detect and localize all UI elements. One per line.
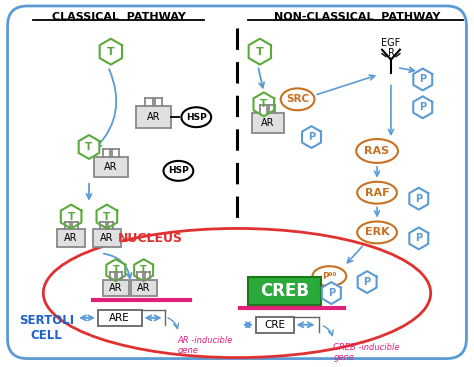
FancyBboxPatch shape <box>94 157 128 177</box>
Text: AR -inducible
gene: AR -inducible gene <box>177 336 233 355</box>
Text: SERTOLI
CELL: SERTOLI CELL <box>19 314 74 342</box>
Ellipse shape <box>357 222 397 243</box>
Text: AR: AR <box>137 283 150 293</box>
Text: NON-CLASSICAL  PATHWAY: NON-CLASSICAL PATHWAY <box>274 12 440 22</box>
FancyBboxPatch shape <box>256 317 293 333</box>
Polygon shape <box>79 135 100 159</box>
Text: CRE: CRE <box>264 320 285 330</box>
Text: HSP: HSP <box>186 113 207 122</box>
FancyBboxPatch shape <box>98 310 142 326</box>
Text: P: P <box>328 288 335 298</box>
Text: SRC: SRC <box>286 94 309 104</box>
Text: T: T <box>103 211 110 222</box>
Text: P: P <box>364 277 371 287</box>
Text: AR: AR <box>147 112 160 122</box>
Polygon shape <box>249 39 271 65</box>
FancyBboxPatch shape <box>252 113 283 133</box>
Text: AR: AR <box>104 162 118 172</box>
FancyBboxPatch shape <box>103 280 129 297</box>
Text: EGF: EGF <box>382 38 401 48</box>
Polygon shape <box>413 97 432 118</box>
Polygon shape <box>100 39 122 65</box>
Text: P: P <box>419 75 426 84</box>
Text: RAF: RAF <box>365 188 389 198</box>
Text: HSP: HSP <box>168 166 189 175</box>
Text: R: R <box>388 48 394 58</box>
Text: CREB: CREB <box>260 282 309 300</box>
Text: CLASSICAL  PATHWAY: CLASSICAL PATHWAY <box>52 12 186 22</box>
Polygon shape <box>358 271 376 293</box>
Polygon shape <box>97 205 117 229</box>
Polygon shape <box>134 259 153 281</box>
Text: T: T <box>260 99 267 109</box>
Text: P: P <box>415 194 422 204</box>
Text: AR: AR <box>64 233 78 243</box>
Text: AR: AR <box>100 233 114 243</box>
Text: P: P <box>419 102 426 112</box>
Text: CREB -inducible
gene: CREB -inducible gene <box>333 343 400 362</box>
Ellipse shape <box>182 107 211 127</box>
FancyBboxPatch shape <box>131 280 156 297</box>
Ellipse shape <box>356 139 398 163</box>
Text: RAS: RAS <box>365 146 390 156</box>
Text: T: T <box>140 265 147 275</box>
FancyBboxPatch shape <box>136 106 172 128</box>
Polygon shape <box>413 69 432 90</box>
Polygon shape <box>254 92 274 116</box>
Ellipse shape <box>164 161 193 181</box>
Text: ARE: ARE <box>109 313 130 323</box>
Text: P: P <box>415 233 422 243</box>
Text: AR: AR <box>109 283 123 293</box>
FancyBboxPatch shape <box>57 229 85 247</box>
Polygon shape <box>61 205 82 229</box>
Text: T: T <box>107 47 115 57</box>
FancyBboxPatch shape <box>8 6 466 359</box>
Text: T: T <box>256 47 264 57</box>
Text: AR: AR <box>261 118 274 128</box>
Ellipse shape <box>357 182 397 204</box>
Text: T: T <box>112 265 119 275</box>
Text: ERK: ERK <box>365 228 389 237</box>
Polygon shape <box>410 188 428 210</box>
FancyBboxPatch shape <box>248 277 321 305</box>
FancyBboxPatch shape <box>93 229 121 247</box>
Polygon shape <box>410 228 428 249</box>
Text: P⁹⁰: P⁹⁰ <box>322 272 337 281</box>
Text: T: T <box>67 211 75 222</box>
Ellipse shape <box>43 229 431 357</box>
Ellipse shape <box>281 88 314 110</box>
Text: T: T <box>85 142 92 152</box>
Polygon shape <box>106 259 125 281</box>
Text: P: P <box>308 132 315 142</box>
Polygon shape <box>322 282 341 304</box>
Ellipse shape <box>312 266 346 286</box>
Text: NUCLEUS: NUCLEUS <box>118 232 183 245</box>
Polygon shape <box>302 126 321 148</box>
